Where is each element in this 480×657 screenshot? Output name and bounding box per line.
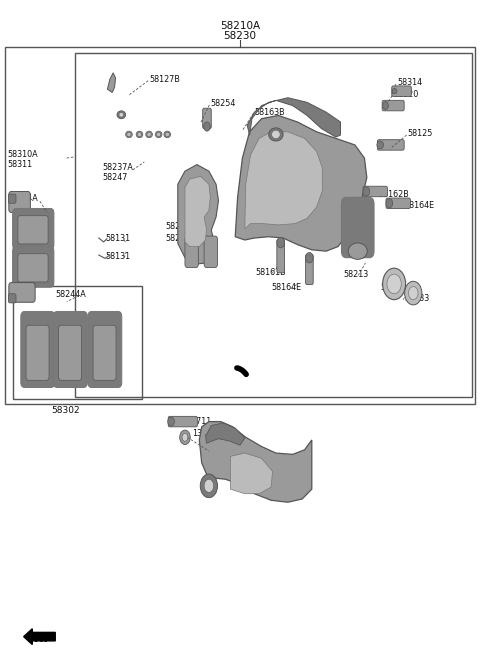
Ellipse shape <box>392 89 397 94</box>
Text: 58247: 58247 <box>103 173 128 182</box>
FancyBboxPatch shape <box>26 325 49 380</box>
Text: 58244A: 58244A <box>56 290 86 299</box>
Circle shape <box>386 198 393 208</box>
Polygon shape <box>230 453 273 493</box>
FancyBboxPatch shape <box>203 108 211 129</box>
Polygon shape <box>247 98 340 137</box>
FancyBboxPatch shape <box>377 140 404 150</box>
FancyBboxPatch shape <box>9 283 35 302</box>
Ellipse shape <box>165 132 169 137</box>
Circle shape <box>408 286 418 300</box>
Text: 58236A: 58236A <box>166 233 197 242</box>
FancyBboxPatch shape <box>12 208 54 249</box>
FancyBboxPatch shape <box>382 101 404 111</box>
Text: 58120: 58120 <box>393 90 419 99</box>
Polygon shape <box>205 423 245 445</box>
FancyBboxPatch shape <box>88 311 122 388</box>
Text: 58310A: 58310A <box>8 150 38 158</box>
Polygon shape <box>178 165 218 264</box>
Text: 58125: 58125 <box>408 129 433 138</box>
Text: 58254: 58254 <box>210 99 236 108</box>
Ellipse shape <box>146 131 153 138</box>
Text: 58127B: 58127B <box>149 75 180 84</box>
Text: 58314: 58314 <box>397 78 422 87</box>
Ellipse shape <box>272 130 280 139</box>
Circle shape <box>387 274 401 294</box>
FancyBboxPatch shape <box>185 236 198 267</box>
Polygon shape <box>108 73 116 93</box>
Text: 58164E: 58164E <box>271 283 301 292</box>
Circle shape <box>182 434 188 442</box>
Text: 58233: 58233 <box>404 294 430 303</box>
Polygon shape <box>185 176 210 246</box>
Polygon shape <box>199 422 312 502</box>
FancyBboxPatch shape <box>8 194 16 203</box>
Ellipse shape <box>117 111 126 119</box>
FancyBboxPatch shape <box>18 254 48 282</box>
FancyBboxPatch shape <box>18 215 48 244</box>
Polygon shape <box>245 132 323 229</box>
Text: 58311: 58311 <box>8 160 33 169</box>
Text: FR.: FR. <box>27 632 49 645</box>
FancyArrow shape <box>24 629 55 645</box>
Circle shape <box>200 474 217 497</box>
Ellipse shape <box>126 131 132 138</box>
FancyBboxPatch shape <box>168 417 197 427</box>
Text: 58302: 58302 <box>51 406 80 415</box>
Ellipse shape <box>147 132 151 137</box>
FancyBboxPatch shape <box>9 191 30 212</box>
Ellipse shape <box>348 243 367 260</box>
Circle shape <box>383 268 406 300</box>
Circle shape <box>204 122 210 131</box>
FancyBboxPatch shape <box>8 294 16 303</box>
Circle shape <box>306 252 313 263</box>
Circle shape <box>180 430 190 445</box>
Text: 51711: 51711 <box>186 417 212 426</box>
Text: 58213: 58213 <box>343 269 368 279</box>
Ellipse shape <box>156 132 161 137</box>
FancyBboxPatch shape <box>277 239 285 273</box>
Ellipse shape <box>119 112 124 117</box>
Circle shape <box>277 237 285 248</box>
Circle shape <box>363 187 370 196</box>
Text: 58131: 58131 <box>105 234 130 243</box>
Text: 58232: 58232 <box>380 283 406 292</box>
Ellipse shape <box>269 128 283 141</box>
FancyBboxPatch shape <box>53 311 87 388</box>
Ellipse shape <box>377 141 384 149</box>
Text: 58244A: 58244A <box>8 194 38 203</box>
Circle shape <box>204 480 214 492</box>
Text: 58237A: 58237A <box>103 163 133 171</box>
Circle shape <box>383 102 388 110</box>
Text: 58235: 58235 <box>166 222 191 231</box>
Text: 58230: 58230 <box>224 31 256 41</box>
Text: 58164E: 58164E <box>404 201 434 210</box>
FancyBboxPatch shape <box>59 325 82 380</box>
Text: 58163B: 58163B <box>254 108 285 117</box>
Ellipse shape <box>127 132 131 137</box>
Text: 58162B: 58162B <box>379 190 409 198</box>
Text: 58161B: 58161B <box>256 268 287 277</box>
FancyBboxPatch shape <box>93 325 116 380</box>
Text: 1351JD: 1351JD <box>192 429 221 438</box>
Ellipse shape <box>136 131 143 138</box>
FancyBboxPatch shape <box>21 311 55 388</box>
Text: 58210A: 58210A <box>220 20 260 31</box>
Circle shape <box>168 417 174 426</box>
Ellipse shape <box>156 131 162 138</box>
FancyBboxPatch shape <box>306 254 313 284</box>
FancyBboxPatch shape <box>386 198 410 208</box>
FancyBboxPatch shape <box>204 236 217 267</box>
Ellipse shape <box>164 131 170 138</box>
Ellipse shape <box>137 132 142 137</box>
FancyBboxPatch shape <box>341 197 374 258</box>
Polygon shape <box>235 116 367 251</box>
FancyBboxPatch shape <box>392 86 411 97</box>
Text: 58131: 58131 <box>105 252 130 261</box>
FancyBboxPatch shape <box>12 246 54 287</box>
FancyBboxPatch shape <box>363 186 387 196</box>
Circle shape <box>405 281 422 305</box>
